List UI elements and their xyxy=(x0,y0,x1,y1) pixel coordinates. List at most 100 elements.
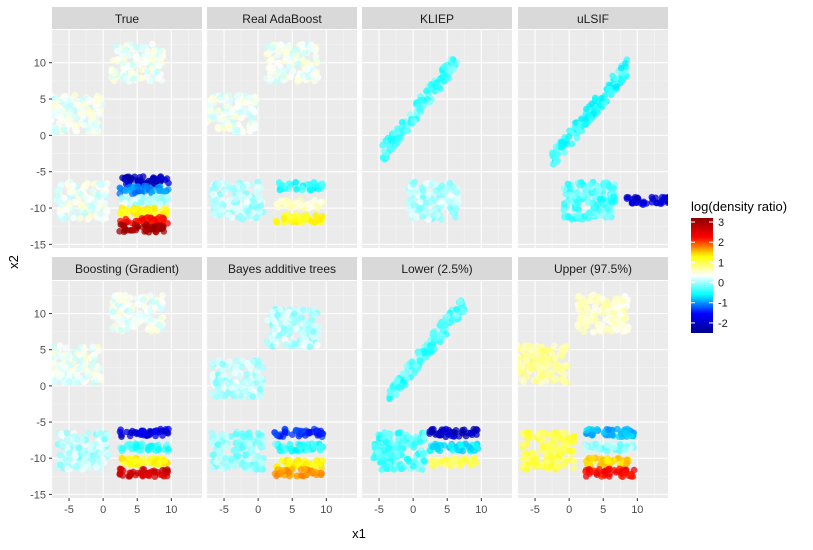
data-point xyxy=(243,371,251,378)
data-point xyxy=(124,300,131,308)
data-point xyxy=(590,467,597,474)
data-point xyxy=(226,373,233,380)
data-point xyxy=(591,211,598,219)
data-point xyxy=(209,358,217,366)
panel-3: KLIEP xyxy=(361,7,512,248)
data-point xyxy=(122,46,130,53)
data-point xyxy=(440,426,447,434)
data-point xyxy=(304,59,312,67)
data-point xyxy=(442,461,449,469)
panel-5: Boosting (Gradient) 10 5 0 -5 -10 -15 -5 0 5 10 xyxy=(30,257,202,516)
data-point xyxy=(604,301,612,309)
panel-title: Upper (97.5%) xyxy=(554,262,632,276)
data-point xyxy=(247,363,254,371)
data-point xyxy=(586,112,594,120)
cluster-stripe-12 xyxy=(582,465,638,480)
data-point xyxy=(116,292,124,299)
data-point xyxy=(562,441,569,449)
data-point xyxy=(299,335,307,343)
data-point xyxy=(607,91,615,98)
data-point xyxy=(207,101,212,109)
data-point xyxy=(596,195,604,203)
data-point xyxy=(305,325,313,332)
data-point xyxy=(58,371,66,379)
data-point xyxy=(591,310,599,318)
data-point xyxy=(276,447,284,455)
x-axis-label: x1 xyxy=(352,526,366,541)
data-point xyxy=(627,444,635,452)
data-point xyxy=(420,102,428,110)
data-point xyxy=(316,216,324,224)
data-point xyxy=(245,213,253,220)
data-point xyxy=(273,431,281,439)
data-point xyxy=(84,461,92,468)
data-point xyxy=(377,443,385,450)
data-point xyxy=(77,190,85,198)
legend-tick-label: 3 xyxy=(718,217,724,229)
data-point xyxy=(554,445,562,453)
data-point xyxy=(257,201,265,209)
data-point xyxy=(314,325,322,333)
data-point xyxy=(234,98,242,106)
data-point xyxy=(245,377,253,384)
data-point xyxy=(409,180,417,188)
data-point xyxy=(57,211,65,219)
cluster-stripe-9 xyxy=(118,193,172,209)
data-point xyxy=(109,324,116,332)
data-point xyxy=(415,350,422,357)
cluster-bottom-left-cloud xyxy=(54,429,112,473)
data-point xyxy=(260,435,267,443)
cluster-bottom-cloud xyxy=(404,178,462,223)
data-point xyxy=(159,299,167,307)
panel-8: Upper (97.5%) -5 0 5 10 xyxy=(517,257,668,516)
data-point xyxy=(62,206,70,214)
points-group xyxy=(52,40,172,236)
data-point xyxy=(214,107,222,115)
data-point xyxy=(432,181,439,188)
data-point xyxy=(53,353,61,361)
data-point xyxy=(56,451,64,459)
data-point xyxy=(138,446,145,454)
data-point xyxy=(447,442,455,450)
data-point xyxy=(444,313,451,320)
data-point xyxy=(163,194,171,201)
data-point xyxy=(454,446,461,454)
data-point xyxy=(161,457,169,465)
data-point xyxy=(519,369,527,376)
data-point xyxy=(263,50,271,58)
data-point xyxy=(543,449,550,457)
data-point xyxy=(155,321,163,328)
data-point xyxy=(565,133,573,140)
points-group xyxy=(208,305,327,480)
data-point xyxy=(143,221,150,228)
data-point xyxy=(460,309,468,316)
data-point xyxy=(52,111,56,119)
data-point xyxy=(299,41,306,48)
data-point xyxy=(453,189,461,196)
x-tick-label: 0 xyxy=(255,504,261,516)
data-point xyxy=(618,77,626,84)
data-point xyxy=(149,40,156,48)
data-point xyxy=(147,443,155,450)
data-point xyxy=(214,441,222,448)
data-point xyxy=(138,66,146,74)
data-point xyxy=(565,456,573,463)
data-point xyxy=(209,373,216,381)
data-point xyxy=(156,174,164,181)
data-point xyxy=(431,333,438,341)
data-point xyxy=(539,372,546,380)
data-point xyxy=(579,309,587,317)
data-point xyxy=(623,456,631,464)
data-point xyxy=(431,345,438,353)
data-point xyxy=(303,443,310,450)
data-point xyxy=(593,299,600,307)
y-tick-label: 5 xyxy=(40,94,46,106)
data-point xyxy=(222,93,229,101)
data-point xyxy=(294,78,302,85)
x-tick-label: 0 xyxy=(410,504,416,516)
data-point xyxy=(266,63,274,71)
panel-6: Bayes additive trees -5 0 5 10 xyxy=(206,257,357,516)
data-point xyxy=(301,49,309,57)
data-point xyxy=(394,134,402,142)
data-point xyxy=(253,188,260,196)
